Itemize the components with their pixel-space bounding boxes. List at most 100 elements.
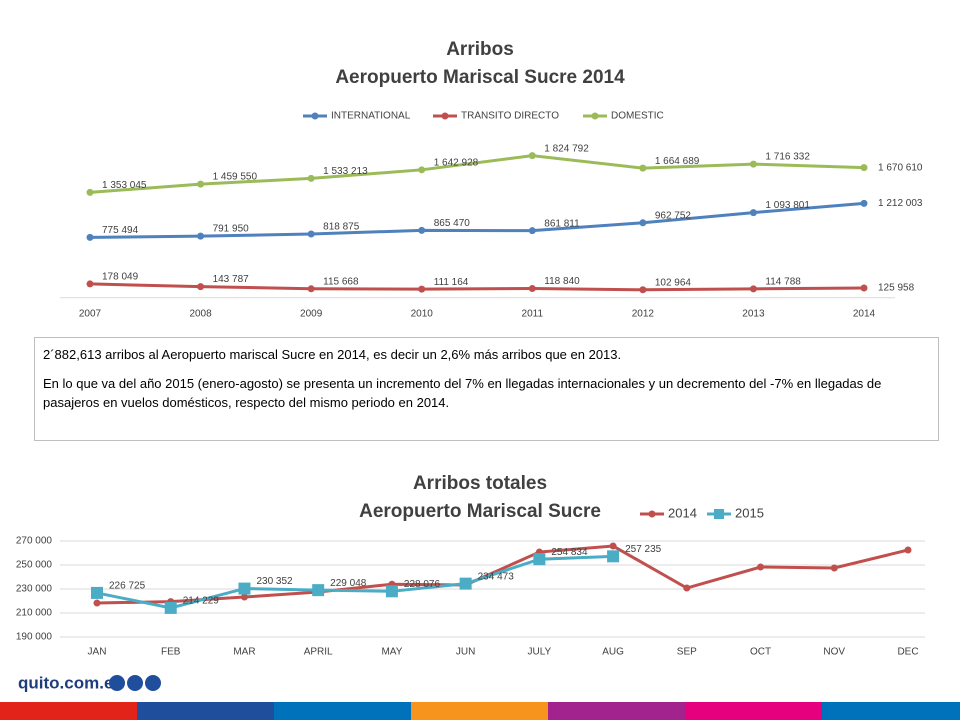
legend-label: 2015 <box>735 505 764 520</box>
marker <box>91 586 103 599</box>
marker <box>533 553 546 566</box>
x-tick-label: MAR <box>233 647 255 658</box>
x-tick-label: JUN <box>456 647 475 658</box>
marker <box>749 160 757 168</box>
marker <box>639 219 647 227</box>
x-tick-label: 2013 <box>742 309 765 320</box>
marker <box>749 209 757 217</box>
legend-label: 2014 <box>668 505 697 520</box>
data-label: 861 811 <box>544 218 580 229</box>
series-line <box>89 282 865 292</box>
x-tick-label: NOV <box>823 647 845 658</box>
data-label: 1 716 332 <box>765 152 810 163</box>
x-tick-label: DEC <box>897 647 918 658</box>
y-tick-label: 210 000 <box>16 608 53 619</box>
marker <box>240 593 248 601</box>
x-tick-label: OCT <box>750 647 771 658</box>
data-label: 143 787 <box>213 274 250 285</box>
marker <box>683 584 691 592</box>
x-tick-label: 2011 <box>522 309 544 320</box>
data-label: 1 533 213 <box>323 166 368 177</box>
legend-label: TRANSITO DIRECTO <box>461 111 559 122</box>
marker <box>164 601 177 614</box>
data-label: 230 352 <box>256 576 293 587</box>
data-label: 226 725 <box>109 581 146 592</box>
data-label: 228 076 <box>404 579 441 590</box>
series-line <box>96 554 614 610</box>
marker <box>757 563 765 571</box>
x-tick-label: AUG <box>602 647 624 658</box>
legend-marker <box>714 509 724 519</box>
marker <box>385 585 398 598</box>
marker <box>86 280 94 288</box>
marker <box>609 542 617 550</box>
social-icons <box>109 675 161 691</box>
data-label: 229 048 <box>330 578 367 589</box>
marker <box>307 174 315 182</box>
data-label: 234 473 <box>478 571 515 582</box>
data-label: 1 353 045 <box>102 180 147 191</box>
chart-title: Arribos totales <box>413 473 547 494</box>
marker <box>197 180 205 188</box>
data-label: 1 824 792 <box>544 143 589 154</box>
marker <box>197 283 205 291</box>
marker <box>607 550 620 563</box>
data-label: 1 459 550 <box>213 172 258 183</box>
marker <box>86 188 94 196</box>
legend-marker <box>591 112 599 120</box>
data-label: 111 164 <box>434 277 469 288</box>
note-paragraph: 2´882,613 arribos al Aeropuerto mariscal… <box>43 347 622 362</box>
data-label: 254 834 <box>551 547 588 558</box>
marker <box>459 577 472 590</box>
data-label: 1 642 928 <box>434 157 479 168</box>
note-paragraph: En lo que va del año 2015 (enero-agosto)… <box>43 376 882 410</box>
marker <box>238 582 251 595</box>
marker <box>528 285 536 293</box>
x-tick-label: JAN <box>88 647 107 658</box>
x-tick-label: JULY <box>528 647 552 658</box>
legend-marker <box>311 112 319 120</box>
x-tick-label: 2014 <box>853 309 876 320</box>
data-label: 818 875 <box>323 222 360 233</box>
data-label: 1 670 610 <box>878 162 923 173</box>
x-tick-label: FEB <box>161 647 181 658</box>
marker <box>860 284 868 292</box>
data-label: 791 950 <box>213 224 250 235</box>
data-label: 102 964 <box>655 277 692 288</box>
x-tick-label: 2009 <box>300 309 323 320</box>
marker <box>307 230 315 238</box>
data-label: 118 840 <box>544 276 580 287</box>
chart-title: Arribos <box>446 39 514 60</box>
note-box: 2´882,613 arribos al Aeropuerto mariscal… <box>34 337 939 441</box>
marker <box>312 584 325 597</box>
bottom-stripe <box>0 702 960 720</box>
y-tick-label: 250 000 <box>16 560 53 571</box>
data-label: 257 235 <box>625 544 662 555</box>
legend-label: INTERNATIONAL <box>331 111 411 122</box>
data-label: 125 958 <box>878 283 915 294</box>
marker <box>528 227 536 235</box>
series-line <box>89 201 865 239</box>
x-tick-label: SEP <box>677 647 697 658</box>
data-label: 1 093 801 <box>765 200 810 211</box>
chart-subtitle: Aeropuerto Mariscal Sucre 2014 <box>335 67 625 88</box>
data-label: 1 664 689 <box>655 156 700 167</box>
legend-label: DOMESTIC <box>611 111 664 122</box>
marker <box>830 564 838 572</box>
y-tick-label: 190 000 <box>16 632 53 643</box>
marker <box>418 166 426 174</box>
marker <box>860 199 868 207</box>
data-label: 178 049 <box>102 272 139 283</box>
y-tick-label: 230 000 <box>16 584 53 595</box>
marker <box>418 226 426 234</box>
marker <box>639 164 647 172</box>
marker <box>418 285 426 293</box>
data-label: 865 470 <box>434 218 471 229</box>
series-line <box>89 154 865 194</box>
data-label: 115 668 <box>323 276 359 287</box>
x-tick-label: 2007 <box>79 309 102 320</box>
x-tick-label: 2012 <box>632 309 655 320</box>
marker <box>307 285 315 293</box>
marker <box>749 285 757 293</box>
